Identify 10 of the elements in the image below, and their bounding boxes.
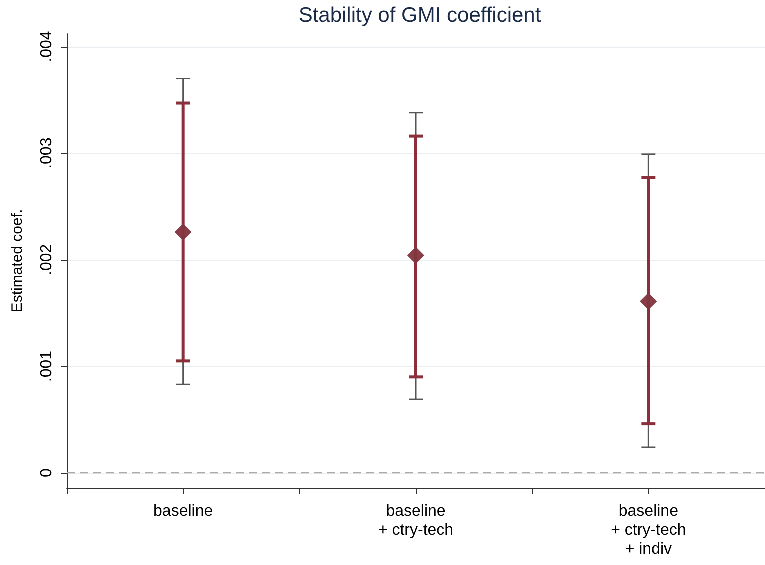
y-tick-label: 0 bbox=[38, 468, 56, 478]
y-tick-label: .001 bbox=[38, 350, 56, 382]
y-tick-label: .004 bbox=[38, 31, 56, 62]
y-axis-title: Estimated coef. bbox=[9, 209, 26, 313]
chart-title: Stability of GMI coefficient bbox=[298, 4, 542, 27]
x-tick-label: baseline + ctry-tech + indiv bbox=[611, 503, 686, 558]
y-tick-label: .003 bbox=[38, 138, 56, 169]
x-tick-label: baseline + ctry-tech bbox=[378, 503, 454, 539]
x-tick-label: baseline bbox=[154, 503, 214, 520]
y-tick-label: .002 bbox=[38, 244, 56, 276]
